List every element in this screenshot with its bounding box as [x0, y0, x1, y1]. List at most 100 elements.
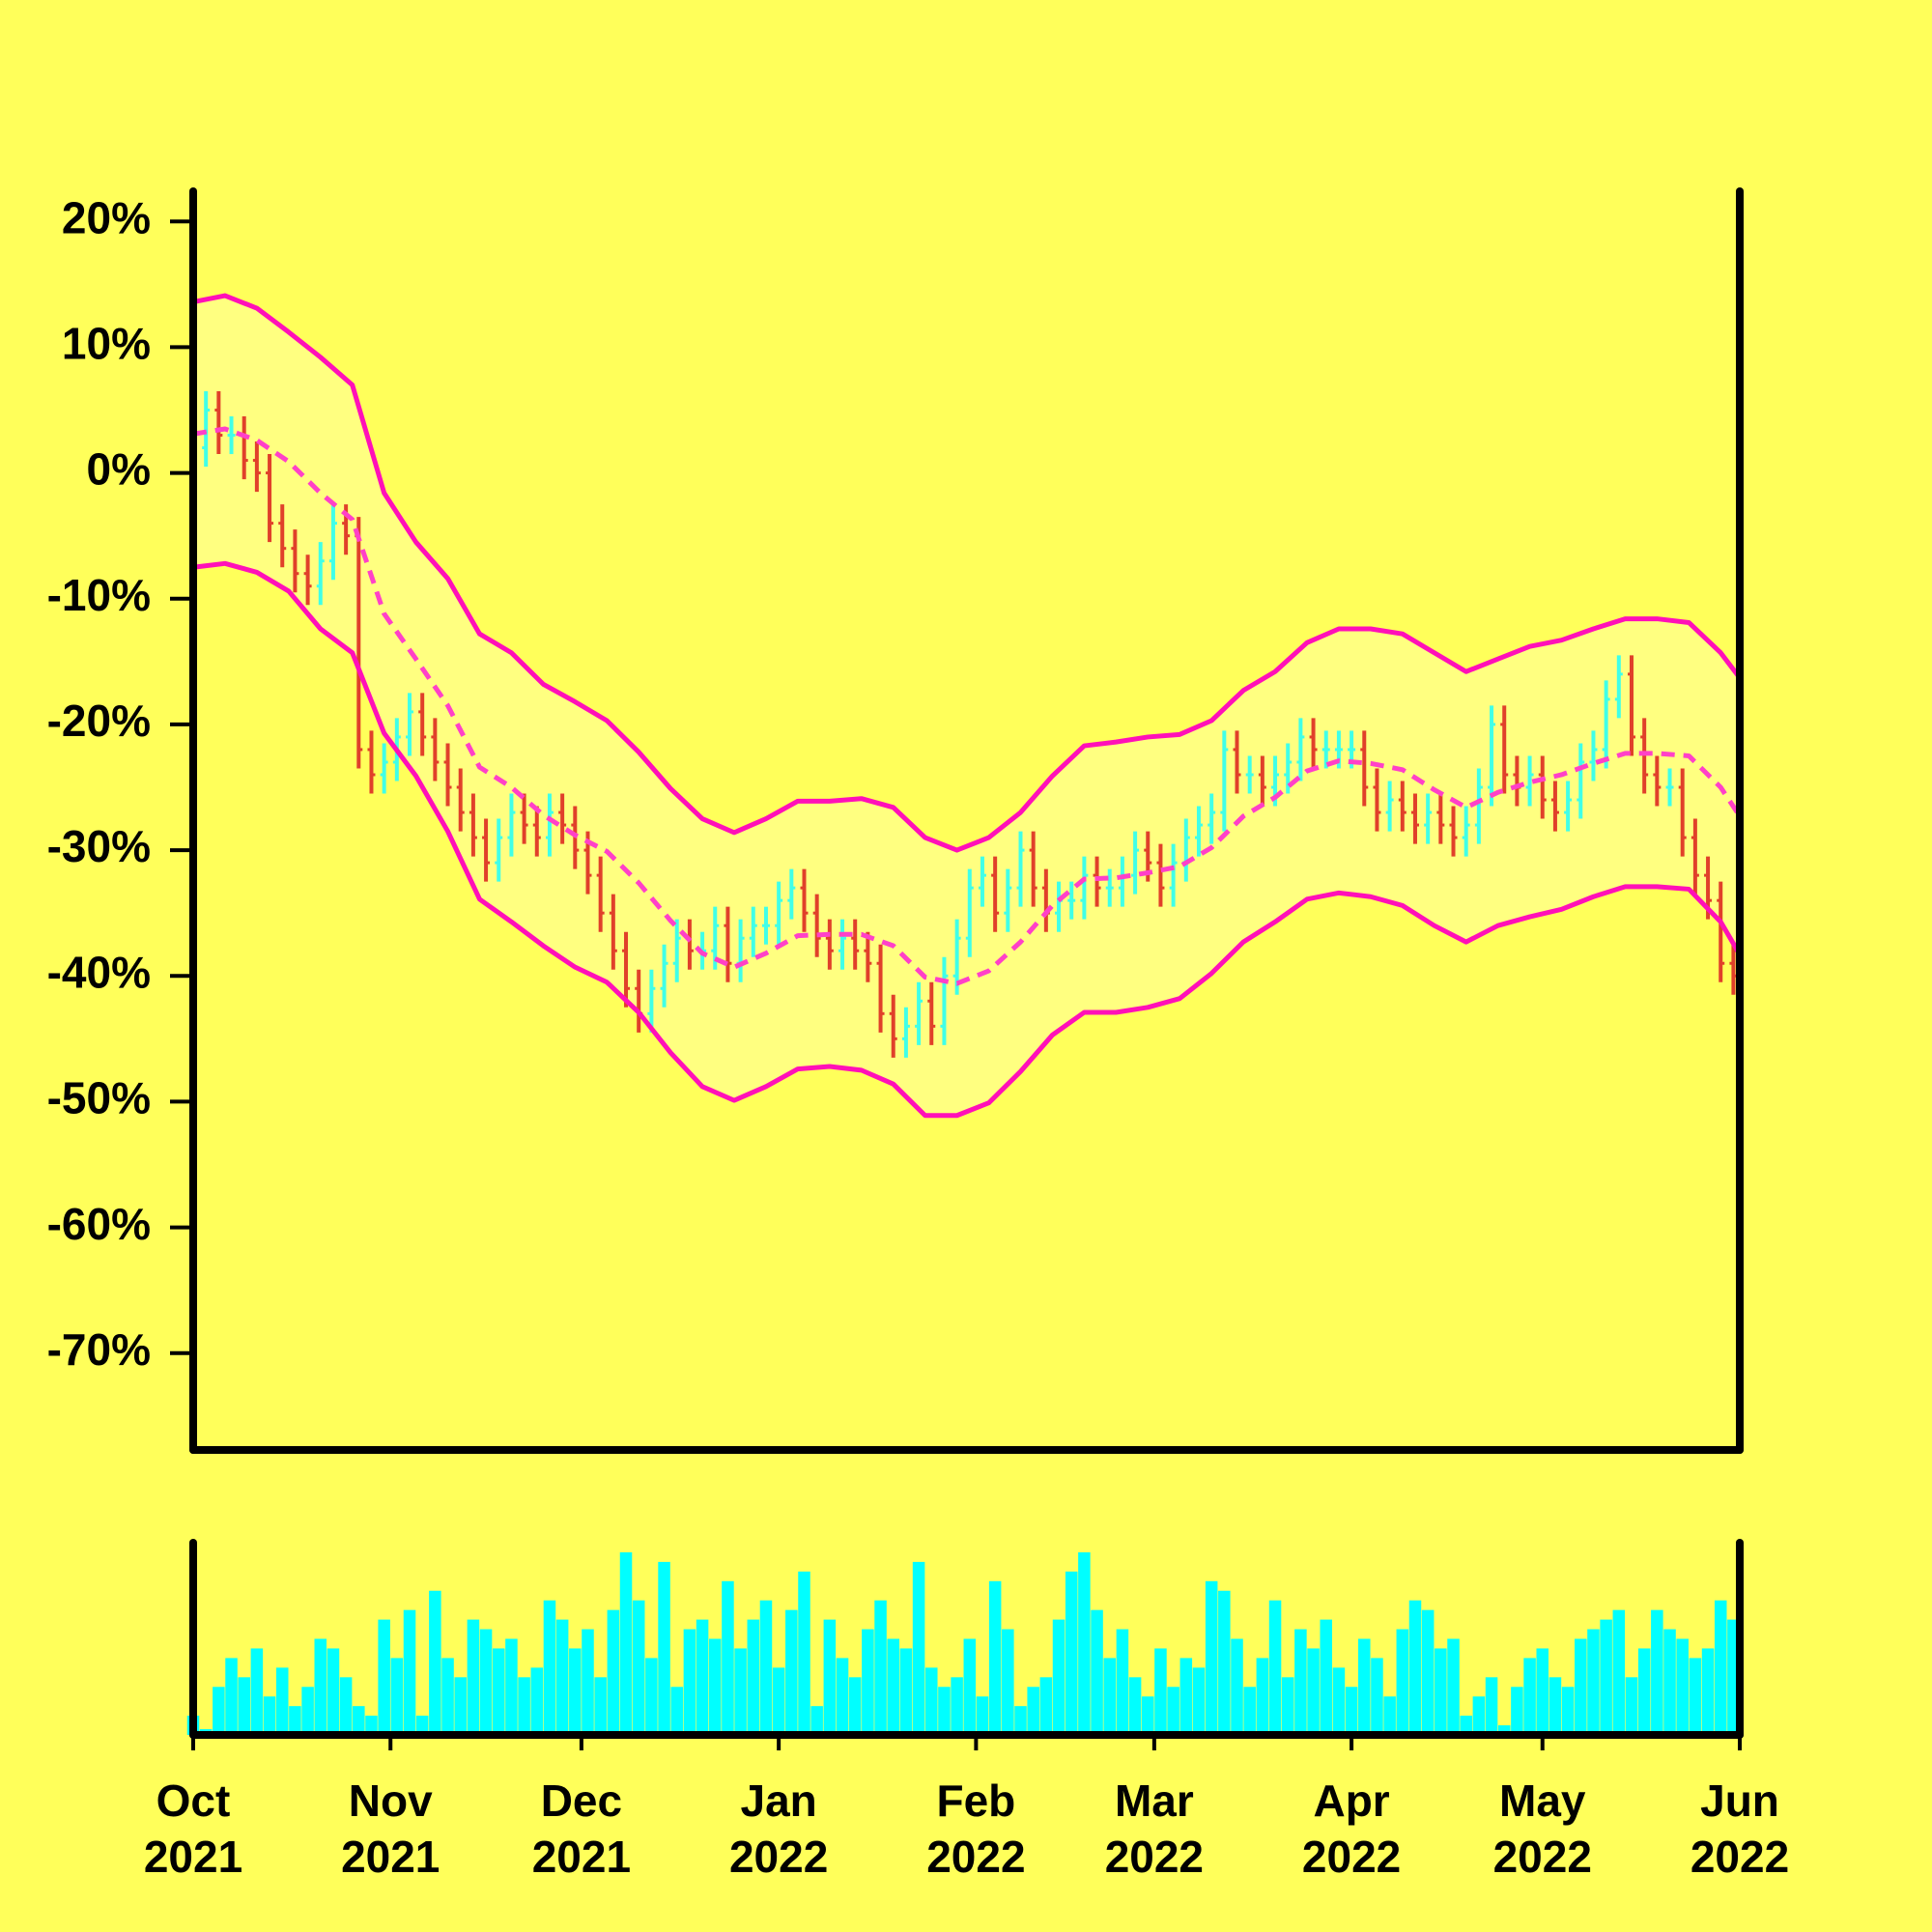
volume-bar — [619, 1551, 633, 1735]
volume-bar — [327, 1648, 340, 1735]
volume-bar — [1027, 1687, 1039, 1735]
volume-bar — [365, 1716, 378, 1735]
volume-bar — [887, 1638, 899, 1735]
volume-bar — [1205, 1580, 1218, 1735]
volume-bar — [734, 1648, 747, 1735]
x-tick-label-line: 2022 — [1493, 1832, 1592, 1882]
volume-bar — [1167, 1687, 1179, 1735]
x-tick-label: Jun 2022 — [1690, 1776, 1789, 1882]
volume-bar — [645, 1658, 658, 1735]
x-tick-label-line: Nov — [349, 1776, 433, 1826]
volume-bar — [1511, 1687, 1523, 1735]
volume-bar — [1179, 1658, 1193, 1735]
volume-bar — [390, 1658, 404, 1735]
volume-bar — [696, 1619, 709, 1735]
volume-bar — [1128, 1677, 1142, 1735]
volume-bar — [213, 1687, 225, 1735]
volume-bar — [862, 1629, 874, 1735]
y-tick-label: -10% — [47, 570, 151, 620]
band-fill — [193, 296, 1740, 1116]
volume-bar — [810, 1706, 823, 1735]
volume-bar — [1142, 1696, 1154, 1735]
x-tick-label: Mar 2022 — [1105, 1776, 1204, 1882]
volume-bar — [1637, 1648, 1651, 1735]
volume-bar — [1600, 1619, 1612, 1735]
volume-bar — [582, 1629, 594, 1735]
volume-bar — [505, 1638, 518, 1735]
y-tick-label: -20% — [47, 696, 151, 746]
x-tick-label: Apr 2022 — [1302, 1776, 1401, 1882]
x-tick-label-line: Mar — [1115, 1776, 1194, 1826]
volume-bar — [1065, 1571, 1078, 1735]
volume-bar — [1485, 1677, 1498, 1735]
volume-bar — [415, 1716, 429, 1735]
x-tick-label-line: Jan — [741, 1776, 817, 1826]
volume-bar — [429, 1590, 441, 1735]
volume-bar — [1701, 1648, 1715, 1735]
x-tick-label: Feb 2022 — [926, 1776, 1025, 1882]
volume-bar — [339, 1677, 353, 1735]
volume-bar — [912, 1561, 925, 1735]
volume-bar — [1447, 1638, 1460, 1735]
volume-bar — [403, 1609, 416, 1735]
volume-bar — [658, 1561, 670, 1735]
volume-bar — [785, 1609, 798, 1735]
volume-bar — [594, 1677, 607, 1735]
volume-bar — [1256, 1658, 1269, 1735]
volume-bar — [874, 1600, 887, 1735]
volume-bar — [353, 1706, 365, 1735]
volume-bar — [1091, 1609, 1103, 1735]
volume-bar — [683, 1629, 696, 1735]
volume-bar — [1192, 1667, 1206, 1735]
volume-bar — [378, 1619, 390, 1735]
volume-bar — [798, 1571, 810, 1735]
y-tick-label: -30% — [47, 821, 151, 871]
x-tick-label-line: 2022 — [1302, 1832, 1401, 1882]
x-tick-label-line: 2021 — [144, 1832, 242, 1882]
volume-bar — [238, 1677, 250, 1735]
x-tick-label: Jan 2022 — [729, 1776, 828, 1882]
volume-bar — [632, 1600, 645, 1735]
volume-bar — [823, 1619, 837, 1735]
volume-bar — [1039, 1677, 1053, 1735]
x-tick-label-line: 2022 — [1690, 1832, 1789, 1882]
volume-bar — [670, 1687, 683, 1735]
band-lower — [192, 560, 1743, 1119]
volume-bar — [963, 1638, 977, 1735]
volume-bar — [1231, 1638, 1243, 1735]
volume-bar — [1561, 1687, 1575, 1735]
volume-bar — [1421, 1609, 1435, 1735]
volume-bar — [1651, 1609, 1663, 1735]
x-tick-label-line: 2022 — [1105, 1832, 1204, 1882]
y-tick-label: -60% — [47, 1199, 151, 1249]
volume-bar — [569, 1648, 582, 1735]
y-tick-label: 20% — [62, 192, 151, 242]
x-tick-label-line: 2022 — [729, 1832, 828, 1882]
volume-bar — [1587, 1629, 1600, 1735]
x-tick-label: Nov 2021 — [341, 1776, 440, 1882]
x-tick-label: May 2022 — [1493, 1776, 1592, 1882]
volume-bar — [1396, 1629, 1409, 1735]
volume-bar — [1103, 1658, 1116, 1735]
volume-bar — [1218, 1590, 1231, 1735]
volume-bar — [1472, 1696, 1486, 1735]
volume-bar — [1358, 1638, 1371, 1735]
y-tick-label: 10% — [62, 319, 151, 369]
volume-bar — [263, 1696, 276, 1735]
volume-bar — [836, 1658, 849, 1735]
volume-bar — [925, 1667, 938, 1735]
volume-bar — [1345, 1687, 1358, 1735]
x-tick-label: Dec 2021 — [532, 1776, 631, 1882]
volume-bar — [1714, 1600, 1727, 1735]
volume-bar — [275, 1667, 289, 1735]
volume-bar — [250, 1648, 264, 1735]
volume-bar — [1689, 1658, 1702, 1735]
volume-bar — [951, 1677, 963, 1735]
axes: -70% -60% -50% -40% -30% -20% -10% 0% 10% 20% Oct 2… — [47, 187, 1789, 1882]
volume-bar — [772, 1667, 785, 1735]
x-tick-label-line: May — [1499, 1776, 1586, 1826]
volume-bar — [1294, 1629, 1307, 1735]
volume-bar — [1332, 1667, 1346, 1735]
volume-bar — [976, 1696, 989, 1735]
